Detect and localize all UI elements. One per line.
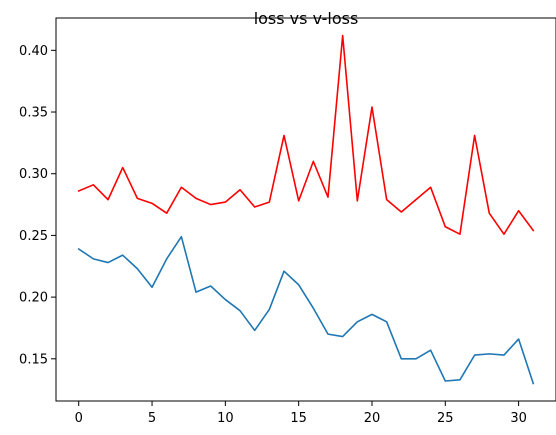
x-axis: 0 5 10 15 20 25 30 (75, 401, 527, 426)
x-tick-label-4: 20 (364, 411, 381, 426)
y-tick-label-3: 0.30 (19, 167, 48, 182)
x-tick-label-2: 10 (217, 411, 234, 426)
series-line-0 (77, 235, 535, 385)
y-tick-label-1: 0.20 (19, 291, 48, 306)
plot-frame (55, 17, 556, 402)
x-tick-label-6: 30 (510, 411, 527, 426)
series-line-1 (77, 34, 535, 235)
x-tick-label-5: 25 (437, 411, 454, 426)
y-tick-label-2: 0.25 (19, 229, 48, 244)
plot-area (55, 17, 556, 402)
x-tick-label-3: 15 (290, 411, 307, 426)
y-tick-label-5: 0.40 (19, 44, 48, 59)
y-tick-label-0: 0.15 (19, 352, 48, 367)
x-tick-label-0: 0 (75, 411, 83, 426)
x-tick-label-1: 5 (148, 411, 156, 426)
series-layer (77, 34, 535, 385)
y-axis: 0.15 0.20 0.25 0.30 0.35 0.40 (19, 44, 56, 367)
y-tick-label-4: 0.35 (19, 106, 48, 121)
